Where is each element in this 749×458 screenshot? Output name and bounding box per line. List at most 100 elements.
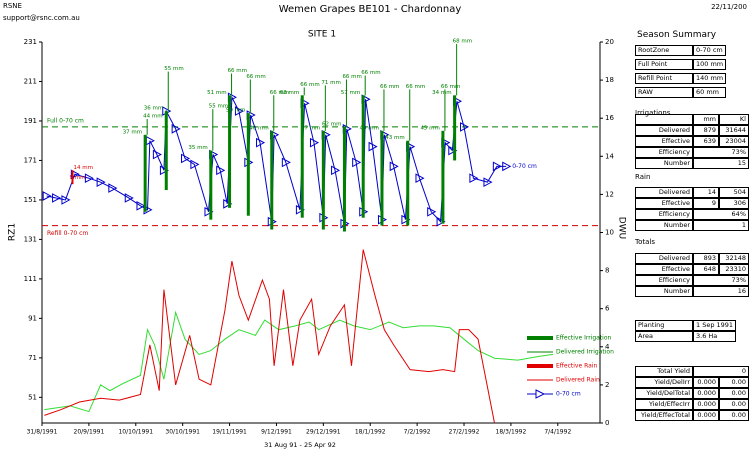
value-cell: 23310 xyxy=(719,264,749,275)
delivered-label: 66 mm xyxy=(228,68,247,74)
y2-tick-label: 8 xyxy=(605,267,609,275)
y-axis-label: RZ1 xyxy=(8,223,18,241)
table-row: Yield/EffecTotal 0.000 0.00 xyxy=(635,410,749,421)
label-cell: RootZone xyxy=(635,45,693,56)
value-cell: 648 xyxy=(693,264,719,275)
label-cell: Efficiency xyxy=(635,275,693,286)
delivered-label: 66 mm xyxy=(380,84,399,90)
marker xyxy=(460,122,470,132)
label-cell: Full Point xyxy=(635,59,693,70)
marker xyxy=(281,157,291,168)
value-cell: 16 xyxy=(693,286,749,297)
section-title: Rain xyxy=(635,173,651,181)
y2-tick-label: 14 xyxy=(605,152,614,160)
y2-tick-label: 16 xyxy=(605,114,614,122)
summary-title: Season Summary xyxy=(637,30,717,40)
table-row: Number 16 xyxy=(635,286,749,297)
table-row: RAW 60 mm xyxy=(635,87,727,98)
marker xyxy=(256,137,266,148)
y-tick-label: 151 xyxy=(24,196,37,204)
value-cell: 639 xyxy=(693,136,719,147)
section-title: Irrigations xyxy=(635,109,671,117)
x-tick-label: 20/9/1991 xyxy=(74,429,105,436)
effective-bar xyxy=(228,95,232,208)
x-tick-label: 7/4/1992 xyxy=(544,429,571,436)
series-line xyxy=(46,95,507,224)
effective-label: 9 mm xyxy=(69,175,85,181)
marker xyxy=(483,177,493,187)
value-cell: 0.00 xyxy=(719,399,749,410)
table-row: Yield/DelTotal 0.000 0.00 xyxy=(635,388,749,399)
marker xyxy=(152,149,162,160)
value-cell: 504 xyxy=(719,187,749,198)
y-tick-label: 111 xyxy=(24,275,37,283)
value-cell: 0 xyxy=(693,366,749,377)
summary-table: Delivered 893 32148 Effective 648 23310 Effici… xyxy=(635,253,749,297)
y2-tick-label: 4 xyxy=(605,343,610,351)
legend-marker xyxy=(535,389,546,399)
effective-bar xyxy=(71,170,74,185)
effective-label: 47 mm xyxy=(301,125,320,131)
delivered-label: 66 mm xyxy=(342,74,361,80)
value-cell: 14 xyxy=(693,187,719,198)
summary-table: Total Yield 0 Yield/DelIrr 0.000 0.00 Yield/D… xyxy=(635,366,749,421)
summary-block: Total Yield 0 Yield/DelIrr 0.000 0.00 Yield/D… xyxy=(635,366,749,421)
marker xyxy=(436,216,446,227)
delivered-label: 55 mm xyxy=(164,66,183,72)
delivered-label: 14 mm xyxy=(73,165,92,171)
summary-table: RootZone 0-70 cm Full Point 100 mm Refill Po… xyxy=(635,42,727,101)
marker xyxy=(171,124,181,134)
effective-label: 40 mm xyxy=(249,125,268,131)
y-tick-label: 91 xyxy=(28,314,37,322)
value-cell: 100 mm xyxy=(693,59,727,70)
value-cell: 32148 xyxy=(719,253,749,264)
delivered-label: 68 mm xyxy=(453,38,472,44)
label-cell: Efficiency xyxy=(635,209,693,220)
label-cell: Delivered xyxy=(635,125,693,136)
label-cell: Number xyxy=(635,220,693,231)
effective-label: 62 mm xyxy=(322,121,341,127)
label-cell: Yield/DelTotal xyxy=(635,388,693,399)
value-cell: 0.00 xyxy=(719,388,749,399)
marker xyxy=(295,204,305,215)
effective-bar xyxy=(143,134,147,212)
y2-tick-label: 6 xyxy=(605,305,610,313)
label-cell: Refill Point xyxy=(635,73,693,84)
y-tick-label: 51 xyxy=(28,393,37,401)
effective-bar xyxy=(300,95,304,218)
x-tick-label: 30/10/1991 xyxy=(165,429,200,436)
marker xyxy=(401,214,411,225)
delivered-label: 66 mm xyxy=(300,82,319,88)
marker xyxy=(389,161,399,172)
label-cell: Efficiency xyxy=(635,147,693,158)
x-tick-label: 18/3/1992 xyxy=(496,429,527,436)
marker xyxy=(469,173,479,184)
summary-block: mm Kl Delivered 879 31644 Effective 639 23004 Ef… xyxy=(635,114,749,169)
delivered-label: 55 mm xyxy=(209,104,228,110)
marker xyxy=(331,165,341,176)
x-tick-label: 9/12/1991 xyxy=(261,429,292,436)
effective-bar xyxy=(246,113,250,216)
label-cell: Yield/EffecTotal xyxy=(635,410,693,421)
table-row: Yield/EffecIrr 0.000 0.00 xyxy=(635,399,749,410)
summary-block: RootZone 0-70 cm Full Point 100 mm Refill Po… xyxy=(635,42,727,101)
table-row: Delivered 893 32148 xyxy=(635,253,749,264)
legend-label: Effective Rain xyxy=(556,363,597,370)
value-cell: 60 mm xyxy=(693,87,727,98)
label-cell: RAW xyxy=(635,87,693,98)
effective-label: 34 mm xyxy=(432,90,451,96)
x-tick-label: 29/12/1991 xyxy=(306,429,341,436)
label-cell: Total Yield xyxy=(635,366,693,377)
effective-bar xyxy=(342,126,346,232)
label-cell: Yield/DelIrr xyxy=(635,377,693,388)
effective-bar xyxy=(361,95,365,218)
summary-table: Delivered 14 504 Effective 9 306 Efficiency 64%… xyxy=(635,187,749,231)
value-cell: 0.00 xyxy=(719,410,749,421)
value-cell: 3.6 Ha xyxy=(693,331,737,342)
effective-bar xyxy=(321,130,325,230)
series-line xyxy=(44,249,495,424)
x-tick-label: 10/10/1991 xyxy=(118,429,153,436)
label-cell: Delivered xyxy=(635,187,693,198)
value-cell: 0.000 xyxy=(693,410,719,421)
